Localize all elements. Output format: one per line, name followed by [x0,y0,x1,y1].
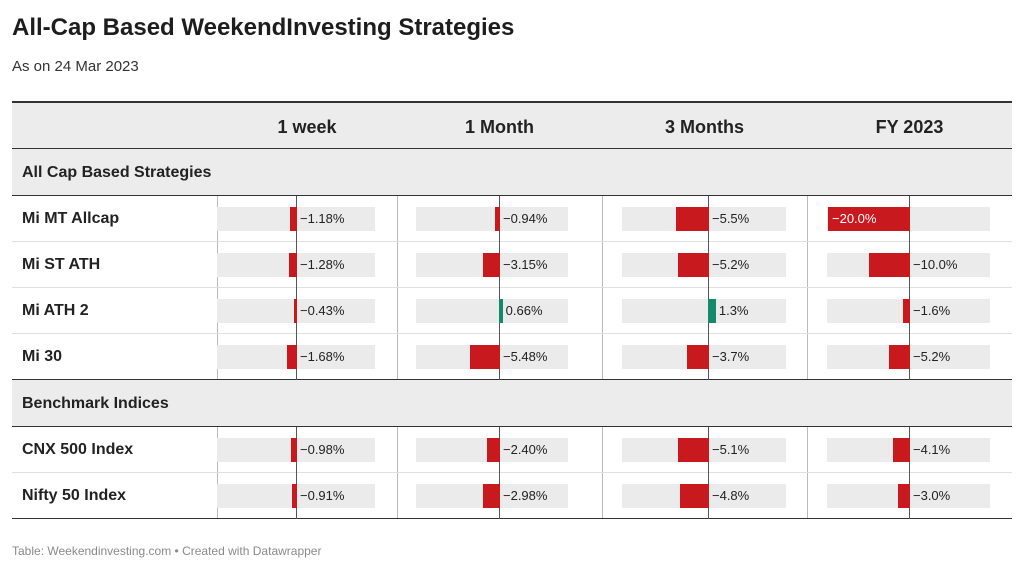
bar [893,438,910,462]
bar-value-label: −4.1% [913,442,951,457]
table-header: 1 week 1 Month 3 Months FY 2023 [12,103,1012,149]
bar-value-label: −20.0% [832,211,877,226]
table-row: Mi ATH 2 −0.43% 0.66% 1.3% −1.6% [12,288,1012,334]
bar-value-label: −5.1% [712,442,750,457]
group-label: All Cap Based Strategies [22,164,212,181]
bar-value-label: −4.8% [712,488,750,503]
bar-value-label: −2.40% [503,442,548,457]
chart-subtitle: As on 24 Mar 2023 [12,58,139,75]
column-divider [602,242,603,287]
column-header-2: 3 Months [665,117,744,137]
bar-value-label: −1.68% [300,349,345,364]
column-divider [602,334,603,379]
bar-value-label: −3.7% [712,349,750,364]
column-divider [602,473,603,518]
bar-value-label: −0.91% [300,488,345,503]
bar [289,253,297,277]
chart-footer: Table: Weekendinvesting.com • Created wi… [12,544,322,558]
bar-value-label: 0.66% [505,303,543,318]
column-divider [397,242,398,287]
bar [677,253,709,277]
column-divider [397,196,398,241]
bar-track [416,207,568,231]
bar [469,345,500,369]
bar-value-label: −3.0% [913,488,951,503]
bar [291,484,297,508]
column-header-0: 1 week [277,117,337,137]
row-label: Mi ST ATH [22,256,101,273]
column-divider [397,288,398,333]
bar-value-label: −0.98% [300,442,345,457]
bar [686,345,709,369]
bar-value-label: −3.15% [503,257,548,272]
table-row: CNX 500 Index −0.98% −2.40% −5.1% −4.1% [12,427,1012,473]
row-label: Nifty 50 Index [22,487,127,504]
bar-track [622,299,786,323]
column-header-1: 1 Month [465,117,534,137]
row-label: CNX 500 Index [22,441,134,458]
column-divider [807,334,808,379]
bar [483,484,500,508]
bar-value-label: −5.2% [913,349,951,364]
column-divider [397,473,398,518]
column-divider [602,427,603,472]
bar [294,299,297,323]
bar [291,438,297,462]
column-divider [397,334,398,379]
column-divider [602,288,603,333]
bar [678,438,709,462]
table-row: Mi ST ATH −1.28% −3.15% −5.2% −10.0% [12,242,1012,288]
performance-table: 1 week 1 Month 3 Months FY 2023 All Cap Base… [12,101,1012,519]
bar [675,207,709,231]
bar [888,345,910,369]
bar [897,484,910,508]
bar-value-label: −2.98% [503,488,548,503]
table-row: Mi 30 −1.68% −5.48% −3.7% −5.2% [12,334,1012,380]
bar-value-label: 1.3% [718,303,749,318]
bar [287,345,297,369]
row-label: Mi ATH 2 [22,302,89,319]
bar-value-label: −1.6% [913,303,951,318]
bar [903,299,910,323]
row-label: Mi 30 [22,348,63,365]
column-divider [807,242,808,287]
bar [499,299,503,323]
bar [679,484,709,508]
bar-value-label: −5.2% [712,257,750,272]
bar-value-label: −0.94% [503,211,548,226]
column-divider [807,473,808,518]
column-divider [807,288,808,333]
group-label: Benchmark Indices [22,395,169,412]
bar [289,207,297,231]
column-header-3: FY 2023 [875,117,944,137]
column-divider [397,427,398,472]
chart-title: All-Cap Based WeekendInvesting Strategie… [12,14,515,41]
table-row: Nifty 50 Index −0.91% −2.98% −4.8% −3.0% [12,473,1012,519]
bar-track [416,299,568,323]
bar [828,207,910,231]
bar [482,253,500,277]
bar-value-label: −1.18% [300,211,345,226]
bar [494,207,500,231]
table-row: Mi MT Allcap −1.18% −0.94% −5.5% −20.0% [12,196,1012,242]
bar-value-label: −0.43% [300,303,345,318]
group-header: Benchmark Indices [12,380,1012,427]
bar [708,299,716,323]
column-divider [807,427,808,472]
row-label: Mi MT Allcap [22,210,120,227]
bar-value-label: −5.48% [503,349,548,364]
bar-value-label: −5.5% [712,211,750,226]
group-header: All Cap Based Strategies [12,149,1012,196]
bar-value-label: −1.28% [300,257,345,272]
bar [869,253,910,277]
bar-value-label: −10.0% [913,257,958,272]
bar [486,438,500,462]
column-divider [807,196,808,241]
column-divider [602,196,603,241]
